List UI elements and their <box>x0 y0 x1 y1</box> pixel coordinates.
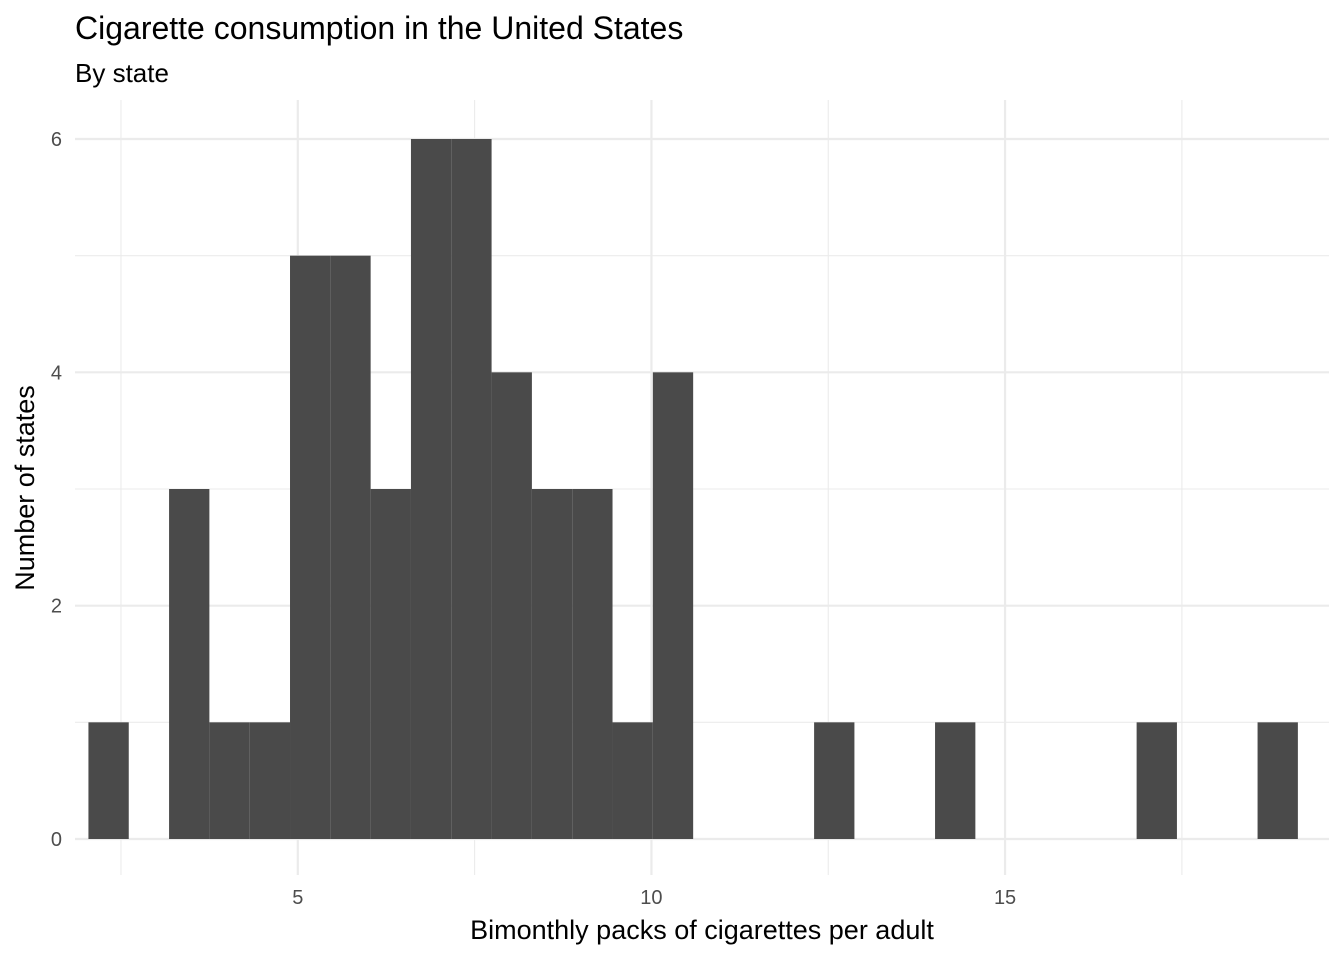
x-tick-label: 15 <box>994 887 1016 909</box>
histogram-bar <box>209 722 250 839</box>
histogram-bar <box>1136 722 1177 839</box>
histogram-bar <box>572 489 613 839</box>
x-axis-title: Bimonthly packs of cigarettes per adult <box>470 915 934 945</box>
x-axis-ticks: 5 10 15 <box>292 887 1016 909</box>
histogram-bar <box>88 722 129 839</box>
histogram-bar <box>612 722 653 839</box>
histogram-bar <box>1257 722 1298 839</box>
chart-title: Cigarette consumption in the United Stat… <box>75 10 683 46</box>
chart-subtitle: By state <box>75 58 169 88</box>
histogram-bar <box>935 722 976 839</box>
histogram-bar <box>451 139 492 839</box>
y-tick-label: 0 <box>51 829 62 851</box>
histogram-bar <box>531 489 573 839</box>
histogram-bar <box>330 255 371 839</box>
x-tick-label: 10 <box>640 887 662 909</box>
histogram-bars <box>88 139 1298 839</box>
histogram-bar <box>652 372 694 839</box>
y-axis-title: Number of states <box>10 385 40 591</box>
x-tick-label: 5 <box>292 887 303 909</box>
y-tick-label: 6 <box>51 129 62 151</box>
histogram-bar <box>491 372 532 839</box>
histogram-bar <box>290 255 331 839</box>
y-tick-label: 2 <box>51 596 62 618</box>
y-axis-ticks: 0 2 4 6 <box>51 129 62 851</box>
histogram-bar <box>814 722 855 839</box>
y-tick-label: 4 <box>51 362 62 384</box>
histogram-bar <box>249 722 291 839</box>
histogram-bar <box>169 489 210 839</box>
histogram-bar <box>410 139 452 839</box>
histogram-bar <box>370 489 411 839</box>
